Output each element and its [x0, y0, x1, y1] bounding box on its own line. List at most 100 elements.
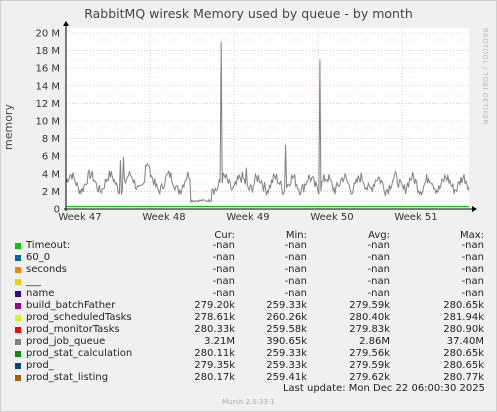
legend-value-min: 260.26k [266, 312, 307, 323]
y-tick-label: 20 M [35, 29, 60, 40]
legend-swatch [15, 375, 21, 381]
legend-value-cur: 280.11k [194, 348, 235, 359]
legend-label: prod_scheduledTasks [26, 312, 132, 323]
legend-value-avg: -nan [367, 288, 390, 299]
legend-value-max: -nan [461, 252, 484, 263]
y-tick-label: 8 M [42, 134, 60, 145]
legend-swatch [15, 267, 21, 273]
header-avg: Avg: [368, 230, 390, 241]
x-tick-label: Week 47 [58, 212, 101, 223]
legend-value-cur: -nan [212, 252, 235, 263]
legend-value-min: 390.65k [266, 336, 307, 347]
legend-swatch [15, 339, 21, 345]
y-tick-label: 14 M [35, 81, 60, 92]
legend-value-cur: 278.61k [194, 312, 235, 323]
legend-swatch [15, 243, 21, 249]
y-tick-label: 12 M [35, 99, 60, 110]
legend-value-min: -nan [284, 252, 307, 263]
legend-label: ___ [26, 276, 41, 287]
x-tick-label: Week 51 [394, 212, 437, 223]
munin-version: Munin 2.0.33-1 [222, 398, 275, 406]
legend-label: prod_stat_listing [26, 372, 109, 383]
legend-value-min: -nan [284, 264, 307, 275]
header-max: Max: [459, 230, 484, 241]
legend-value-cur: -nan [212, 240, 235, 251]
series-line-prod-job-queue [65, 41, 470, 204]
legend-value-avg: -nan [367, 276, 390, 287]
rrdtool-credit: RRDTOOL / TOBI OETIKER [481, 28, 489, 125]
legend-value-avg: 279.62k [349, 372, 390, 383]
legend-swatch [15, 303, 21, 309]
legend-swatch [15, 351, 21, 357]
legend-label: Timeout: [26, 240, 71, 251]
y-tick-label: 2 M [42, 187, 60, 198]
y-tick-label: 4 M [42, 169, 60, 180]
y-axis-arrow [63, 21, 69, 26]
chart-plot: 0 2 M 4 M 6 M 8 M 10 M 12 M 14 M 16 M 18 M 20 M We… [35, 21, 477, 223]
y-tick-label: 10 M [35, 117, 60, 128]
x-tick-label: Week 48 [142, 212, 185, 223]
legend-value-min: -nan [284, 288, 307, 299]
legend-swatch [15, 291, 21, 297]
legend-value-cur: -nan [212, 276, 235, 287]
legend-value-max: 280.90k [443, 324, 484, 335]
legend-value-avg: 279.59k [349, 360, 390, 371]
legend-label: prod_monitorTasks [26, 324, 120, 335]
legend-swatch [15, 327, 21, 333]
legend-value-cur: -nan [212, 288, 235, 299]
legend-value-avg: -nan [367, 240, 390, 251]
legend-value-min: -nan [284, 240, 307, 251]
legend-value-max: -nan [461, 264, 484, 275]
legend-value-max: 280.65k [443, 300, 484, 311]
chart-title: RabbitMQ wiresk Memory used by queue - b… [84, 6, 413, 21]
y-tick-label: 16 M [35, 64, 60, 75]
legend-value-avg: 279.83k [349, 324, 390, 335]
legend-value-min: 259.33k [266, 348, 307, 359]
legend-value-max: -nan [461, 288, 484, 299]
x-axis-arrow [472, 206, 477, 212]
legend-value-cur: 280.17k [194, 372, 235, 383]
legend-value-max: 280.77k [443, 372, 484, 383]
legend-value-max: 280.65k [443, 360, 484, 371]
legend-value-cur: 279.20k [194, 300, 235, 311]
legend-value-avg: 279.59k [349, 300, 390, 311]
legend-value-min: 259.33k [266, 360, 307, 371]
y-tick-label: 6 M [42, 152, 60, 163]
last-update: Last update: Mon Dec 22 06:00:30 2025 [282, 383, 485, 394]
legend-value-avg: -nan [367, 252, 390, 263]
legend-swatch [15, 315, 21, 321]
legend-value-max: 281.94k [443, 312, 484, 323]
legend-value-min: -nan [284, 276, 307, 287]
legend-value-min: 259.41k [266, 372, 307, 383]
legend-value-max: -nan [461, 240, 484, 251]
legend-swatch [15, 363, 21, 369]
legend-value-cur: 279.35k [194, 360, 235, 371]
legend-swatch [15, 279, 21, 285]
legend-value-cur: 3.21M [204, 336, 235, 347]
legend-label: 60_0 [26, 252, 51, 263]
legend-value-avg: 280.40k [349, 312, 390, 323]
legend-label: prod_stat_calculation [26, 348, 133, 359]
legend-label: seconds [26, 264, 67, 275]
legend-label: prod_job_queue [26, 336, 106, 347]
legend-value-max: -nan [461, 276, 484, 287]
legend-value-cur: -nan [212, 264, 235, 275]
header-cur: Cur: [214, 230, 235, 241]
header-min: Min: [285, 230, 307, 241]
legend-value-min: 259.58k [266, 324, 307, 335]
x-tick-label: Week 50 [310, 212, 353, 223]
legend-value-cur: 280.33k [194, 324, 235, 335]
legend-label: build_batchFather [26, 300, 116, 311]
y-tick-label: 0 [54, 205, 60, 216]
legend-value-avg: -nan [367, 264, 390, 275]
legend-value-avg: 2.86M [359, 336, 390, 347]
legend-swatch [15, 255, 21, 261]
y-tick-label: 18 M [35, 46, 60, 57]
legend-value-min: 259.33k [266, 300, 307, 311]
x-tick-label: Week 49 [226, 212, 269, 223]
legend-value-max: 37.40M [446, 336, 484, 347]
legend-value-avg: 279.56k [349, 348, 390, 359]
legend-value-max: 280.65k [443, 348, 484, 359]
plot-area [66, 28, 469, 209]
legend-label: name [26, 288, 55, 299]
